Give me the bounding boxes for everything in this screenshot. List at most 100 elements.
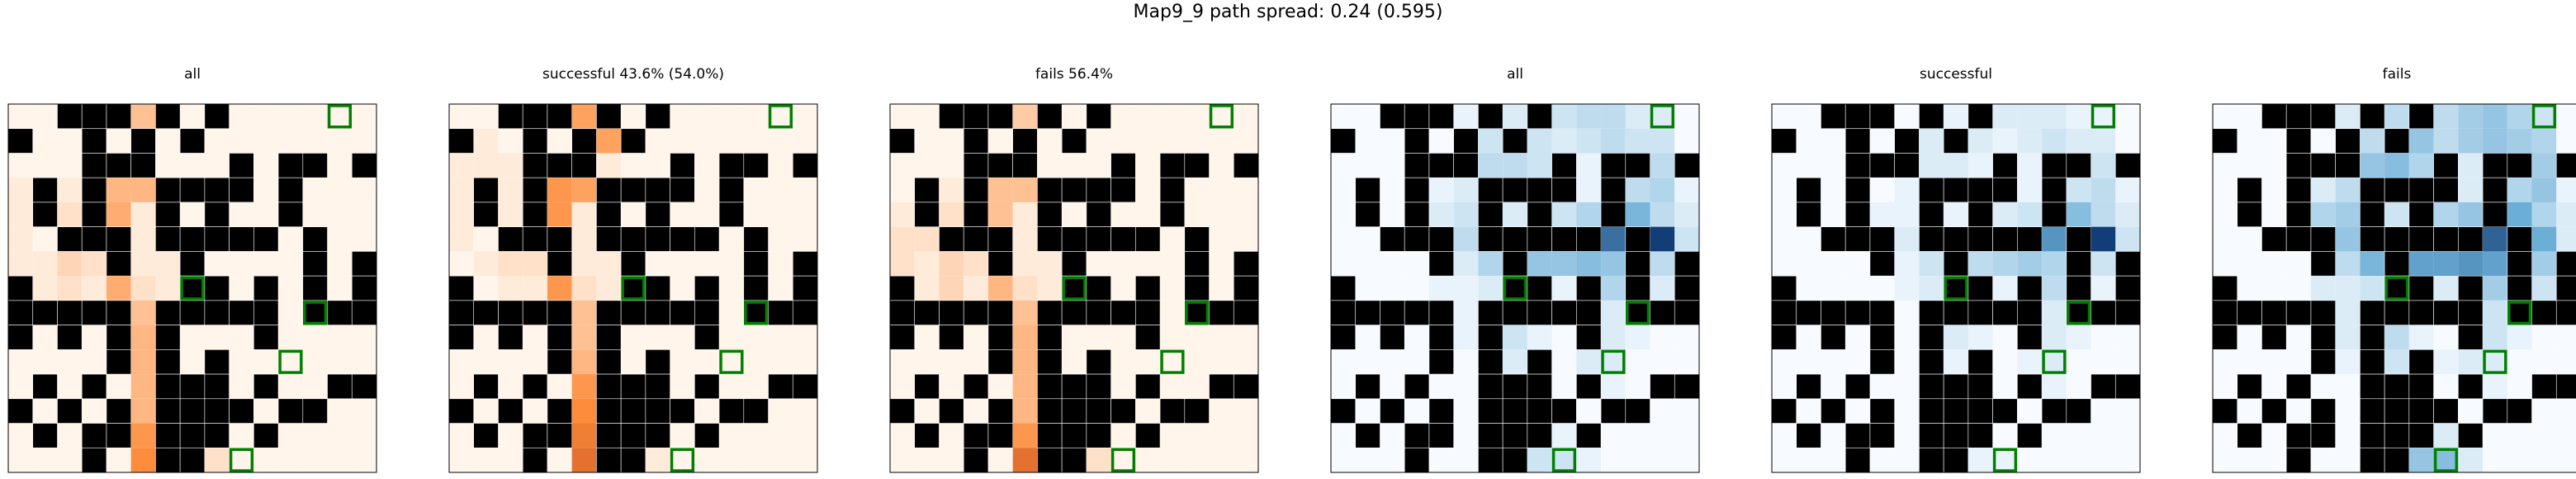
heat-cell — [670, 423, 695, 448]
heat-cell — [130, 398, 156, 424]
wall-cell — [1844, 226, 1871, 252]
heat-cell — [1674, 325, 1699, 350]
wall-cell — [2507, 251, 2532, 277]
wall-cell — [81, 423, 107, 448]
heat-cell — [155, 153, 181, 178]
heat-cell — [1209, 153, 1234, 178]
wall-cell — [106, 349, 131, 375]
wall-cell — [1330, 398, 1357, 424]
wall-cell — [1330, 128, 1357, 154]
wall-cell — [130, 153, 156, 178]
heat-cell — [939, 276, 964, 301]
heat-cell — [449, 423, 474, 448]
heat-cell — [1160, 251, 1185, 277]
wall-cell — [179, 177, 206, 203]
goal-marker — [2091, 104, 2116, 129]
heat-cell — [2237, 398, 2262, 424]
wall-cell — [253, 373, 279, 400]
heat-cell — [670, 104, 695, 129]
heat-cell — [473, 349, 499, 375]
heat-cell — [1992, 423, 2018, 448]
wall-cell — [1037, 226, 1063, 252]
wall-cell — [2066, 226, 2091, 252]
heat-cell — [1184, 448, 1210, 472]
wall-cell — [1404, 128, 1430, 154]
wall-cell — [1330, 300, 1357, 325]
heat-cell — [449, 178, 474, 202]
heat-cell — [939, 448, 964, 472]
wall-cell — [1061, 177, 1087, 203]
heat-cell — [793, 104, 817, 129]
wall-cell — [2285, 447, 2312, 473]
wall-cell — [1576, 423, 1602, 448]
wall-cell — [1502, 275, 1528, 301]
wall-cell — [106, 103, 131, 130]
heat-cell — [327, 202, 353, 227]
heat-cell — [2507, 325, 2532, 350]
heat-cell — [719, 374, 744, 399]
heat-cell — [793, 423, 817, 448]
goal-marker — [1944, 276, 1968, 301]
heat-cell — [1160, 374, 1185, 399]
heat-cell — [1772, 251, 1797, 277]
heat-cell — [278, 423, 303, 448]
wall-cell — [1478, 447, 1503, 473]
heat-cell — [473, 276, 499, 301]
heat-cell — [1184, 423, 1210, 448]
wall-cell — [106, 398, 131, 424]
wall-cell — [596, 373, 622, 400]
wall-cell — [939, 325, 964, 350]
wall-cell — [448, 128, 475, 154]
wall-cell — [2066, 251, 2091, 277]
wall-cell — [596, 447, 622, 473]
heat-cell — [1968, 325, 1993, 350]
heat-cell — [2261, 374, 2287, 399]
heat-cell — [2261, 153, 2287, 178]
heat-cell — [155, 128, 181, 154]
heat-cell — [547, 128, 572, 154]
heat-cell — [645, 448, 670, 472]
wall-cell — [2066, 153, 2091, 178]
heat-cell — [2115, 202, 2140, 227]
goal-marker — [744, 301, 769, 325]
wall-cell — [743, 153, 769, 178]
wall-cell — [1527, 349, 1552, 375]
heat-cell — [793, 128, 817, 154]
heat-cell — [2017, 104, 2043, 129]
heat-cell — [449, 226, 474, 252]
goal-marker — [1062, 276, 1087, 301]
heat-cell — [1650, 178, 1675, 202]
wall-cell — [620, 275, 646, 301]
wall-cell — [2408, 398, 2434, 424]
wall-cell — [155, 202, 181, 227]
heat-cell — [890, 202, 915, 227]
heat-cell — [2115, 398, 2140, 424]
figure-title: Map9_9 path spread: 0.24 (0.595) — [1133, 2, 1443, 22]
heat-cell — [1037, 128, 1063, 154]
wall-cell — [2482, 177, 2508, 203]
wall-cell — [1061, 275, 1087, 301]
wall-cell — [204, 349, 230, 375]
wall-cell — [1012, 153, 1038, 178]
heat-cell — [352, 423, 376, 448]
heat-cell — [352, 349, 376, 375]
heat-cell — [1404, 349, 1429, 375]
wall-cell — [1600, 202, 1627, 227]
heat-cell — [2507, 178, 2532, 202]
heat-cell — [130, 300, 156, 325]
wall-cell — [2017, 423, 2043, 448]
heat-cell — [939, 202, 964, 227]
axes-frame — [448, 103, 818, 473]
heat-cell — [1012, 398, 1038, 424]
wall-cell — [179, 398, 206, 424]
wall-cell — [547, 398, 572, 424]
heat-cell — [1992, 202, 2018, 227]
wall-cell — [792, 251, 818, 277]
heat-cell — [2335, 226, 2361, 252]
heat-cell — [2556, 202, 2576, 227]
heat-cell — [1428, 374, 1454, 399]
heat-cell — [278, 128, 303, 154]
wall-cell — [498, 300, 523, 325]
heat-cell — [2237, 276, 2262, 301]
goal-marker — [2483, 349, 2507, 374]
